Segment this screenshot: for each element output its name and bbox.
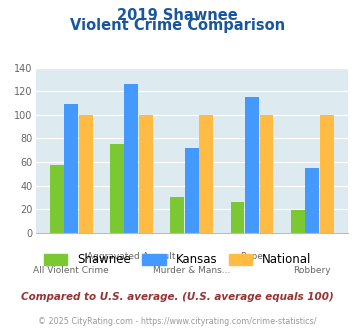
Bar [170,197,184,233]
Text: Rape: Rape [241,252,263,261]
Text: All Violent Crime: All Violent Crime [33,266,109,275]
Bar [231,202,245,233]
Bar [185,148,199,233]
Bar [110,144,124,233]
Text: Robbery: Robbery [294,266,331,275]
Text: Violent Crime Comparison: Violent Crime Comparison [70,18,285,33]
Bar [79,115,93,233]
Bar [125,84,138,233]
Text: 2019 Shawnee: 2019 Shawnee [117,8,238,23]
Bar [64,104,78,233]
Text: Compared to U.S. average. (U.S. average equals 100): Compared to U.S. average. (U.S. average … [21,292,334,302]
Text: Murder & Mans...: Murder & Mans... [153,266,230,275]
Text: Aggravated Assault: Aggravated Assault [87,252,176,261]
Bar [291,210,305,233]
Bar [245,97,259,233]
Bar [199,115,213,233]
Bar [139,115,153,233]
Text: © 2025 CityRating.com - https://www.cityrating.com/crime-statistics/: © 2025 CityRating.com - https://www.city… [38,317,317,326]
Bar [50,165,64,233]
Bar [305,168,319,233]
Bar [320,115,334,233]
Legend: Shawnee, Kansas, National: Shawnee, Kansas, National [44,253,311,266]
Bar [260,115,273,233]
